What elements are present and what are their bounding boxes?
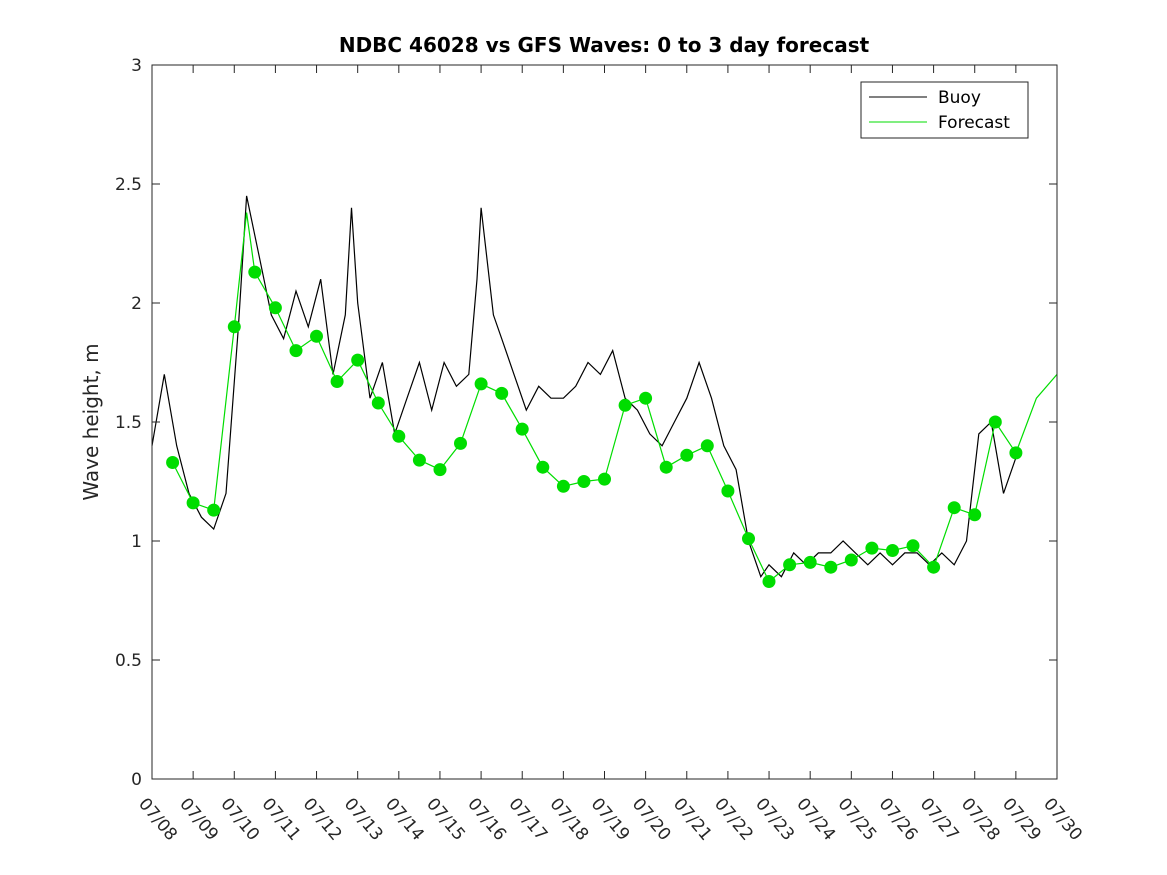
forecast-point xyxy=(680,448,694,462)
y-axis: 0 0.5 1 1.5 2 2.5 3 xyxy=(115,56,1057,790)
y-tick-label: 2.5 xyxy=(115,175,142,195)
forecast-point xyxy=(392,429,406,443)
forecast-point xyxy=(330,375,344,388)
y-tick-label: 1 xyxy=(131,532,142,552)
forecast-point xyxy=(495,386,509,400)
y-tick-label: 0 xyxy=(131,770,142,790)
forecast-point xyxy=(248,265,262,279)
forecast-point xyxy=(865,541,879,555)
forecast-point xyxy=(927,560,941,574)
forecast-point xyxy=(947,501,961,515)
forecast-point xyxy=(968,508,982,522)
forecast-point xyxy=(515,422,529,436)
forecast-point xyxy=(1009,446,1023,460)
forecast-point xyxy=(721,484,735,498)
forecast-point xyxy=(433,463,447,477)
forecast-point xyxy=(371,396,385,410)
forecast-point xyxy=(474,377,488,391)
marker-layer xyxy=(166,265,1023,588)
y-axis-label: Wave height, m xyxy=(79,343,103,500)
legend-label-forecast: Forecast xyxy=(938,113,1010,133)
legend-label-buoy: Buoy xyxy=(938,88,981,108)
forecast-point xyxy=(454,436,467,450)
forecast-point xyxy=(783,558,797,572)
legend-box xyxy=(860,81,1029,139)
forecast-point xyxy=(166,456,180,469)
forecast-point xyxy=(803,555,817,569)
series-line-buoy xyxy=(151,195,1017,579)
forecast-point xyxy=(351,353,365,367)
forecast-point xyxy=(618,398,632,412)
forecast-point xyxy=(700,439,714,453)
forecast-point xyxy=(659,460,673,474)
forecast-point xyxy=(886,544,899,557)
forecast-point xyxy=(268,301,282,315)
forecast-point xyxy=(742,532,755,546)
chart-title: NDBC 46028 vs GFS Waves: 0 to 3 day fore… xyxy=(339,33,870,57)
y-tick-label: 0.5 xyxy=(115,651,142,671)
forecast-point xyxy=(844,553,858,567)
forecast-point xyxy=(762,575,776,588)
forecast-point xyxy=(289,344,303,358)
y-tick-label: 3 xyxy=(131,56,142,76)
y-tick-label: 2 xyxy=(131,294,142,314)
forecast-point xyxy=(598,472,611,486)
forecast-point xyxy=(639,391,653,405)
forecast-point xyxy=(536,460,550,474)
forecast-point xyxy=(824,560,838,574)
forecast-point xyxy=(556,479,570,493)
forecast-point xyxy=(412,453,426,467)
forecast-point xyxy=(310,329,323,343)
forecast-point xyxy=(988,415,1002,429)
forecast-point xyxy=(227,320,241,334)
forecast-point xyxy=(207,503,221,517)
legend: Buoy Forecast xyxy=(860,81,1029,139)
forecast-point xyxy=(186,496,200,510)
y-tick-label: 1.5 xyxy=(115,413,142,433)
plot-area xyxy=(152,65,1057,779)
forecast-point xyxy=(906,539,920,553)
forecast-point xyxy=(577,475,591,488)
